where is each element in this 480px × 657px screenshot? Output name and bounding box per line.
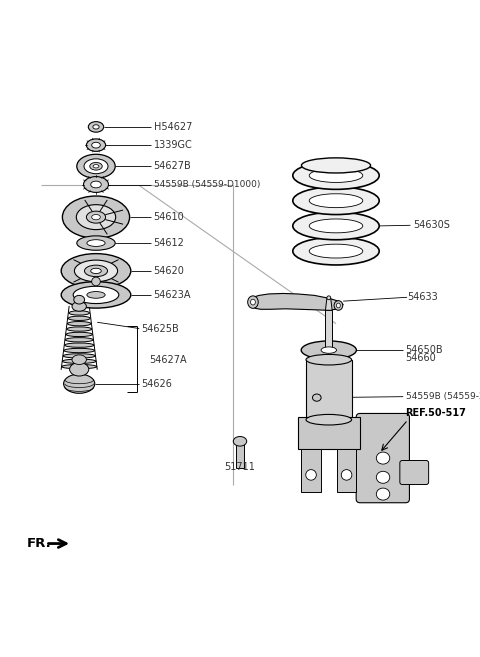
Text: REF.50-517: REF.50-517 — [406, 407, 467, 417]
Ellipse shape — [306, 470, 316, 480]
Ellipse shape — [62, 196, 130, 238]
Text: 54559B (54559-2E000): 54559B (54559-2E000) — [406, 392, 480, 401]
Polygon shape — [325, 298, 332, 310]
Ellipse shape — [62, 359, 96, 363]
Text: FR.: FR. — [26, 537, 51, 550]
Ellipse shape — [90, 162, 102, 170]
Ellipse shape — [87, 240, 105, 246]
Ellipse shape — [306, 415, 351, 425]
Ellipse shape — [327, 296, 331, 300]
Ellipse shape — [87, 292, 105, 298]
Bar — [337, 449, 356, 491]
Ellipse shape — [64, 348, 95, 353]
Ellipse shape — [334, 301, 343, 310]
Ellipse shape — [84, 177, 108, 193]
Ellipse shape — [65, 338, 93, 342]
Ellipse shape — [336, 303, 340, 308]
Ellipse shape — [84, 159, 108, 173]
Ellipse shape — [301, 341, 356, 359]
Ellipse shape — [301, 158, 371, 173]
Ellipse shape — [248, 296, 258, 308]
Ellipse shape — [376, 471, 390, 484]
Ellipse shape — [76, 205, 116, 229]
Ellipse shape — [69, 311, 89, 315]
Ellipse shape — [88, 122, 104, 132]
Ellipse shape — [306, 354, 351, 365]
Ellipse shape — [312, 394, 321, 401]
Bar — [298, 417, 360, 449]
Ellipse shape — [86, 211, 106, 223]
Ellipse shape — [77, 236, 115, 250]
Ellipse shape — [63, 374, 95, 394]
Text: 54660: 54660 — [406, 353, 436, 363]
Ellipse shape — [61, 254, 131, 288]
Ellipse shape — [233, 436, 247, 446]
Ellipse shape — [72, 355, 86, 365]
Ellipse shape — [293, 212, 379, 240]
Ellipse shape — [293, 162, 379, 189]
Text: 54650B: 54650B — [406, 345, 443, 355]
Text: 54626: 54626 — [142, 378, 172, 389]
Ellipse shape — [321, 347, 336, 353]
Ellipse shape — [309, 219, 363, 233]
Text: 54630S: 54630S — [413, 220, 450, 231]
Ellipse shape — [341, 470, 352, 480]
Ellipse shape — [63, 353, 96, 358]
Text: H54627: H54627 — [154, 122, 192, 132]
Ellipse shape — [68, 316, 90, 321]
Polygon shape — [250, 294, 343, 310]
Bar — [306, 359, 351, 420]
Ellipse shape — [72, 302, 86, 311]
Ellipse shape — [70, 363, 89, 376]
Ellipse shape — [77, 154, 115, 178]
Text: 54612: 54612 — [154, 238, 184, 248]
Ellipse shape — [67, 327, 92, 331]
Ellipse shape — [293, 237, 379, 265]
Bar — [325, 310, 332, 348]
Ellipse shape — [61, 365, 97, 369]
Text: 54559B (54559-D1000): 54559B (54559-D1000) — [154, 180, 260, 189]
Bar — [301, 449, 321, 491]
Ellipse shape — [66, 332, 93, 336]
Ellipse shape — [93, 125, 99, 129]
Ellipse shape — [84, 265, 108, 277]
Text: 54620: 54620 — [154, 266, 184, 276]
Text: 54627A: 54627A — [149, 355, 186, 365]
Text: 51711: 51711 — [225, 462, 255, 472]
Ellipse shape — [376, 452, 390, 464]
Ellipse shape — [309, 194, 363, 208]
Ellipse shape — [309, 244, 363, 258]
Ellipse shape — [376, 488, 390, 500]
Ellipse shape — [93, 165, 99, 168]
FancyBboxPatch shape — [400, 461, 429, 484]
Text: 1339GC: 1339GC — [154, 140, 192, 150]
Ellipse shape — [61, 282, 131, 308]
Ellipse shape — [92, 277, 100, 286]
Ellipse shape — [74, 296, 84, 304]
Ellipse shape — [74, 260, 118, 282]
Ellipse shape — [293, 187, 379, 215]
Text: 54623A: 54623A — [154, 290, 191, 300]
Ellipse shape — [91, 268, 101, 273]
Ellipse shape — [86, 139, 106, 151]
Ellipse shape — [92, 214, 100, 220]
Ellipse shape — [73, 286, 119, 304]
FancyBboxPatch shape — [356, 413, 409, 503]
Ellipse shape — [68, 321, 91, 326]
Text: 54627B: 54627B — [154, 161, 192, 171]
Ellipse shape — [309, 169, 363, 183]
Text: 54633: 54633 — [407, 292, 438, 302]
Ellipse shape — [251, 299, 255, 305]
Text: 54625B: 54625B — [142, 323, 180, 334]
Ellipse shape — [64, 343, 94, 348]
Ellipse shape — [91, 181, 101, 188]
Bar — [236, 442, 244, 468]
Ellipse shape — [92, 143, 100, 148]
Text: 54610: 54610 — [154, 212, 184, 222]
